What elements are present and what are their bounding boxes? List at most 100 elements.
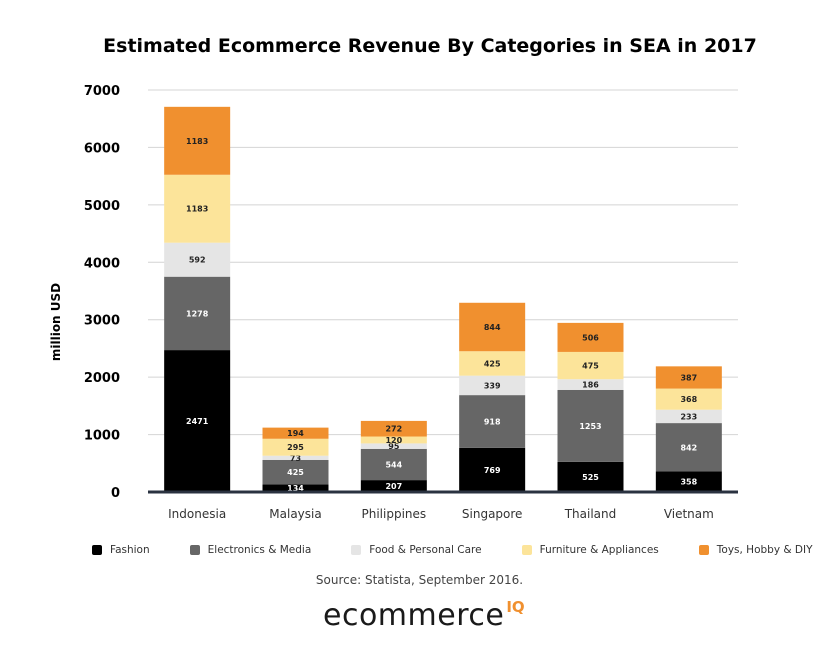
bar-stack-thailand: 525 1253 186 475 506 <box>557 322 624 492</box>
data-label: 425 <box>287 468 304 477</box>
bar-stack-singapore: 769 918 339 425 844 <box>459 302 526 492</box>
bar-segment <box>360 443 427 449</box>
legend-item: Electronics & Media <box>189 544 312 556</box>
data-label: 506 <box>582 333 599 342</box>
legend-item: Toys, Hobby & DIY <box>698 544 813 556</box>
data-label: 233 <box>680 412 697 421</box>
bar-segment <box>459 302 526 352</box>
logo-superscript: IQ <box>506 598 525 616</box>
bar-segment <box>557 322 624 352</box>
legend-item: Furniture & Appliances <box>521 544 659 556</box>
data-label: 525 <box>582 473 599 482</box>
data-label: 73 <box>290 454 301 463</box>
bar-segment <box>164 106 231 175</box>
data-label: 272 <box>385 425 402 434</box>
bar-segment <box>655 471 722 492</box>
bar-segment <box>360 448 427 481</box>
x-tick-label: Vietnam <box>664 507 714 521</box>
source-note: Source: Statista, September 2016. <box>315 573 524 587</box>
x-axis-ticks: Indonesia Malaysia Philippines Singapore Tha… <box>168 507 714 521</box>
data-label: 2471 <box>186 417 209 426</box>
data-label: 544 <box>385 460 402 469</box>
legend-swatch <box>351 545 362 555</box>
data-label: 769 <box>484 466 501 475</box>
x-tick-label: Singapore <box>462 507 523 521</box>
bar-segment <box>360 436 427 444</box>
bar-segment <box>459 375 526 396</box>
y-tick-label: 3000 <box>84 314 120 329</box>
bars: 2471 1278 592 1183 1183 134 425 73 295 194 207 544 9… <box>164 106 722 493</box>
chart-title: Estimated Ecommerce Revenue By Categorie… <box>103 35 757 57</box>
bar-segment <box>557 461 624 492</box>
legend-label: Electronics & Media <box>207 544 312 556</box>
y-tick-label: 6000 <box>84 141 120 156</box>
y-axis-ticks: 0 1000 2000 3000 4000 5000 6000 7000 <box>84 84 120 501</box>
legend-label: Furniture & Appliances <box>539 544 659 556</box>
data-label: 918 <box>484 417 501 426</box>
gridlines <box>148 89 738 436</box>
data-label: 368 <box>680 395 697 404</box>
ecommerceiq-logo: ecommerce IQ <box>323 598 525 638</box>
data-label: 1183 <box>186 205 208 214</box>
legend-swatch <box>92 545 102 555</box>
x-tick-label: Indonesia <box>168 507 226 521</box>
bar-segment <box>655 388 722 410</box>
data-label: 842 <box>680 443 697 452</box>
data-label: 387 <box>680 373 697 382</box>
bar-stack-malaysia: 134 425 73 295 194 <box>262 427 329 493</box>
y-tick-label: 4000 <box>84 256 120 271</box>
data-label: 475 <box>582 362 599 371</box>
legend-swatch <box>189 545 200 555</box>
y-axis-label: million USD <box>49 283 63 361</box>
bar-segment <box>459 447 526 492</box>
bar-segment <box>164 350 231 492</box>
data-label: 1278 <box>186 309 209 318</box>
data-label: 120 <box>385 436 402 445</box>
legend-label: Food & Personal Care <box>369 544 482 556</box>
data-label: 425 <box>484 359 501 368</box>
data-label: 194 <box>287 429 304 438</box>
data-label: 1253 <box>579 422 601 431</box>
bar-segment <box>557 379 624 390</box>
bar-segment <box>262 438 329 456</box>
bar-segment <box>262 427 329 439</box>
legend-label: Fashion <box>110 544 150 556</box>
legend: Fashion Electronics & Media Food & Persona… <box>92 541 813 559</box>
data-label: 207 <box>385 482 402 491</box>
y-tick-label: 0 <box>111 486 120 501</box>
bar-segment <box>459 351 526 376</box>
legend-item: Food & Personal Care <box>351 544 482 556</box>
bar-stack-indonesia: 2471 1278 592 1183 1183 <box>164 106 231 492</box>
data-label: 95 <box>388 442 400 451</box>
legend-item: Fashion <box>92 544 150 556</box>
x-tick-label: Thailand <box>564 507 617 521</box>
data-label: 592 <box>189 256 206 265</box>
data-label: 1183 <box>186 137 208 146</box>
bar-segment <box>262 455 329 460</box>
y-tick-label: 5000 <box>84 199 120 214</box>
data-label: 844 <box>484 323 501 332</box>
data-label: 134 <box>287 484 304 493</box>
y-tick-label: 1000 <box>84 429 120 444</box>
x-tick-label: Malaysia <box>269 507 321 521</box>
legend-label: Toys, Hobby & DIY <box>716 544 813 556</box>
bar-segment <box>164 242 231 277</box>
bar-segment <box>655 366 722 389</box>
bar-segment <box>655 423 722 472</box>
bar-stack-vietnam: 358 842 233 368 387 <box>655 366 722 492</box>
bar-segment <box>360 420 427 437</box>
data-label: 295 <box>287 443 304 452</box>
bar-segment <box>360 480 427 492</box>
bar-segment <box>459 395 526 448</box>
data-label: 358 <box>680 478 697 487</box>
logo-text: ecommerce <box>323 598 505 633</box>
y-tick-label: 2000 <box>84 371 120 386</box>
legend-swatch <box>698 545 709 555</box>
x-tick-label: Philippines <box>362 507 427 521</box>
legend-swatch <box>521 545 532 555</box>
bar-segment <box>164 174 231 243</box>
y-tick-label: 7000 <box>84 84 120 99</box>
bar-segment <box>262 484 329 492</box>
